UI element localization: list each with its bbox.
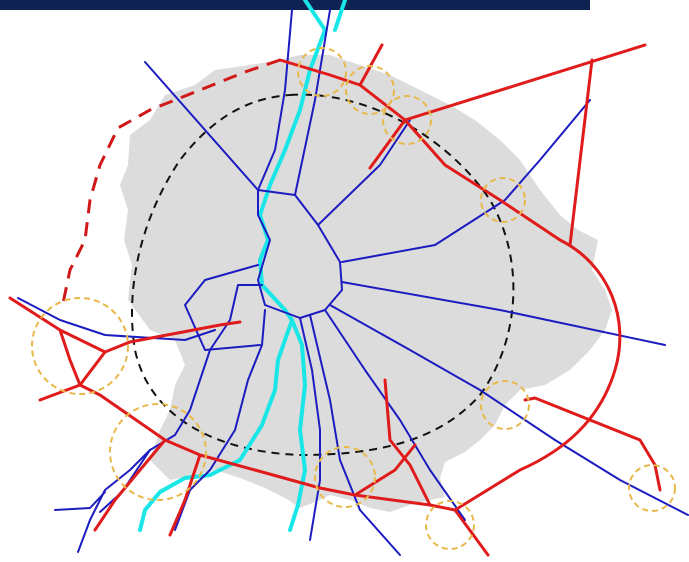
radial-road (341, 99, 591, 263)
outer-ring-road (78, 58, 622, 512)
ring-road-branch (403, 43, 647, 122)
ring-road-branch (93, 438, 167, 532)
ring-road-branch (453, 508, 490, 557)
radial-road (329, 304, 689, 516)
radial-road (54, 491, 106, 511)
river-branch (288, 0, 347, 532)
junction-circle (425, 500, 475, 550)
ring-road-branch (168, 453, 202, 537)
ring-road-branch (568, 58, 594, 247)
radial-roads (17, 9, 689, 556)
header-bar (0, 0, 590, 10)
radial-road (341, 281, 666, 346)
radial-road (17, 297, 216, 341)
radial-road (99, 449, 151, 513)
planned-ring-road (60, 58, 281, 309)
boundary-ring (131, 93, 515, 457)
junction-circle (382, 95, 432, 145)
radial-road (184, 264, 261, 351)
ring-road-branch (353, 443, 417, 497)
junction-circle (480, 380, 530, 430)
radial-road (317, 119, 411, 226)
junction-circle (345, 65, 395, 115)
junction-circle (31, 297, 129, 395)
ring-road-branch (368, 118, 407, 170)
radial-road (257, 9, 293, 191)
junction-circle (628, 464, 676, 512)
junction-circle (109, 403, 207, 501)
junction-circle (297, 47, 347, 97)
ring-road (8, 43, 662, 557)
radial-road (309, 314, 401, 556)
urban-area (120, 55, 612, 512)
central-loop-road (257, 189, 343, 319)
radial-road (324, 309, 466, 521)
junction-circle (480, 177, 526, 223)
ring-road-branch (383, 378, 432, 507)
river (138, 0, 328, 532)
ring-road-branch (358, 43, 384, 87)
radial-road (299, 317, 321, 541)
radial-road (144, 61, 259, 191)
junction-circle (314, 446, 376, 508)
junction-circles (31, 47, 676, 550)
ring-road-branch (523, 396, 662, 492)
west-junction-road (8, 296, 242, 402)
radial-road (294, 9, 331, 196)
radial-road (174, 309, 266, 531)
